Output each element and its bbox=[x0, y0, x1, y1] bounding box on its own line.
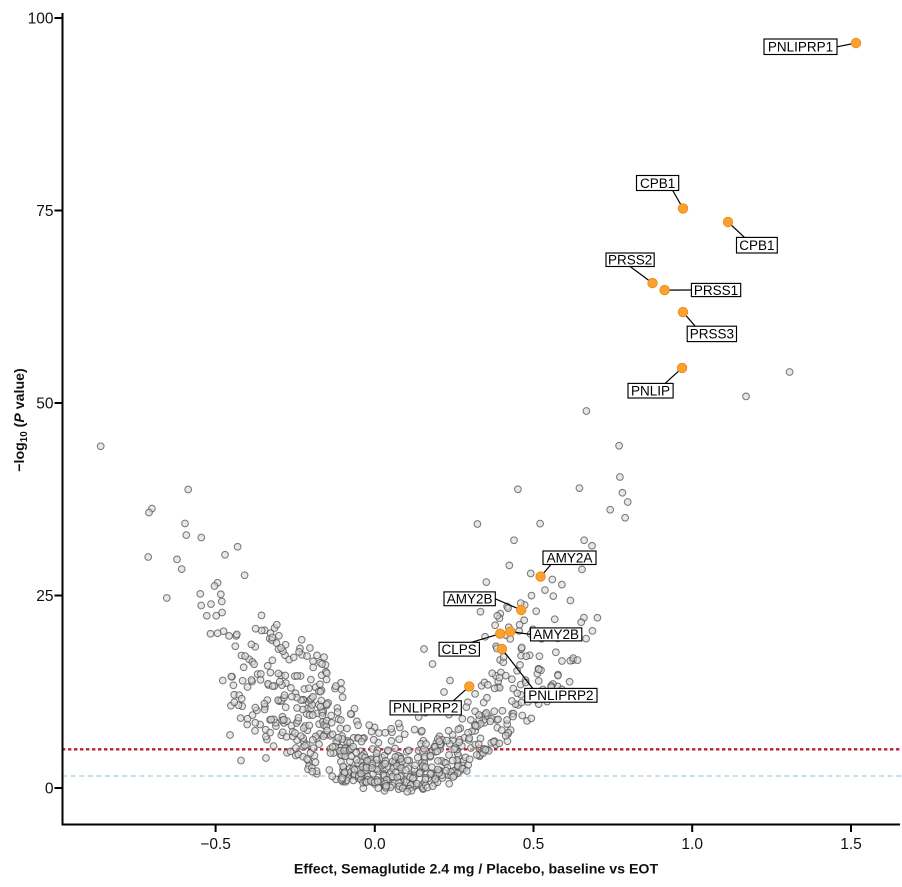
svg-text:PNLIPRP1: PNLIPRP1 bbox=[768, 40, 833, 55]
svg-text:PRSS3: PRSS3 bbox=[690, 327, 734, 342]
svg-text:AMY2B: AMY2B bbox=[447, 592, 493, 607]
svg-text:CPB1: CPB1 bbox=[640, 176, 675, 191]
svg-text:Effect, Semaglutide 2.4 mg / P: Effect, Semaglutide 2.4 mg / Placebo, ba… bbox=[294, 862, 659, 878]
svg-text:PRSS2: PRSS2 bbox=[608, 253, 652, 268]
svg-text:50: 50 bbox=[36, 396, 54, 413]
svg-text:AMY2B: AMY2B bbox=[533, 627, 579, 642]
svg-text:0: 0 bbox=[45, 781, 54, 798]
svg-text:AMY2A: AMY2A bbox=[547, 551, 593, 566]
svg-text:1.5: 1.5 bbox=[840, 836, 862, 853]
svg-text:PRSS1: PRSS1 bbox=[694, 283, 738, 298]
svg-text:−log10 (P value): −log10 (P value) bbox=[12, 368, 30, 472]
svg-text:CLPS: CLPS bbox=[442, 642, 477, 657]
svg-text:0.0: 0.0 bbox=[364, 836, 386, 853]
svg-text:PNLIPRP2: PNLIPRP2 bbox=[393, 701, 458, 716]
svg-text:1.0: 1.0 bbox=[681, 836, 703, 853]
svg-text:PNLIPRP2: PNLIPRP2 bbox=[528, 688, 593, 703]
svg-text:PNLIP: PNLIP bbox=[631, 384, 670, 399]
svg-text:CPB1: CPB1 bbox=[739, 238, 774, 253]
svg-text:−0.5: −0.5 bbox=[200, 836, 231, 853]
svg-text:25: 25 bbox=[36, 588, 53, 605]
svg-text:0.5: 0.5 bbox=[523, 836, 545, 853]
svg-text:75: 75 bbox=[36, 203, 53, 220]
svg-text:100: 100 bbox=[28, 11, 54, 28]
